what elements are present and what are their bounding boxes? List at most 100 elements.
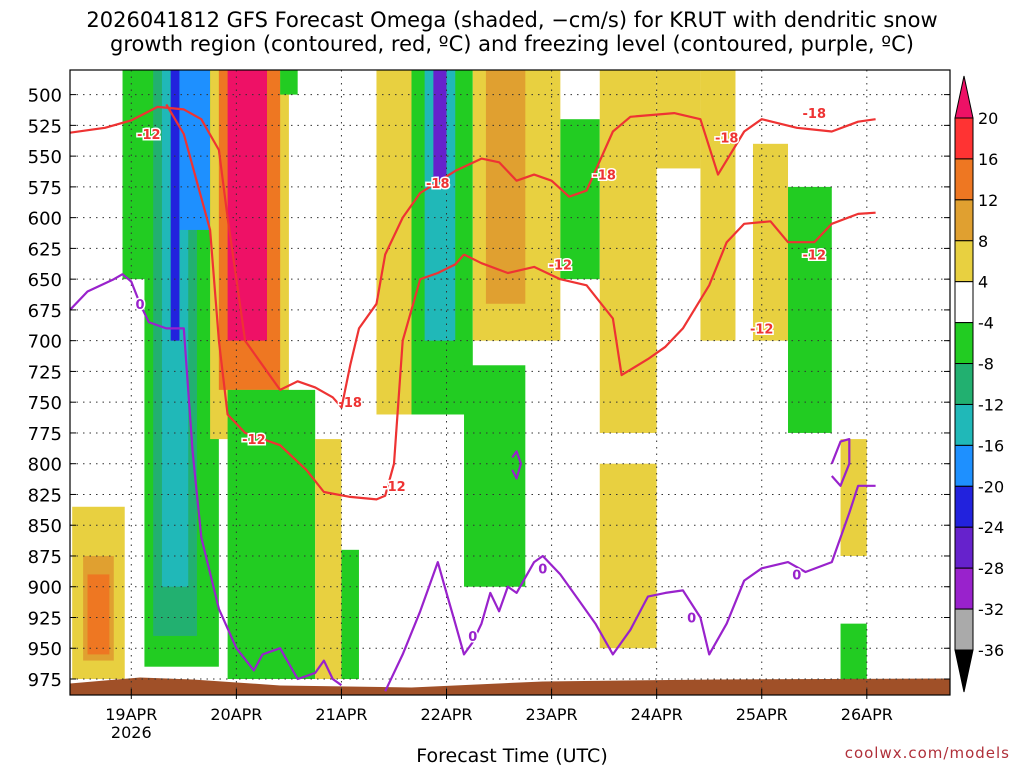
- omega-cell-12: [227, 389, 316, 680]
- x-tick-label-23APR: 23APR: [526, 705, 578, 724]
- colorbar-label-0: 20: [978, 109, 998, 128]
- y-tick-label-750: 750: [28, 393, 62, 414]
- omega-cell-8: [179, 70, 211, 230]
- omega-cell-13: [280, 70, 298, 95]
- x-axis-title: Forecast Time (UTC): [416, 745, 608, 767]
- contour-label-1-0: -12: [137, 128, 161, 143]
- contour-line-4: [70, 273, 343, 687]
- colorbar-swatch-8: [954, 403, 974, 446]
- y-tick-label-875: 875: [28, 547, 62, 568]
- contour-label-3-0: -12: [549, 258, 573, 273]
- x-tick-label-21APR: 21APR: [315, 705, 367, 724]
- x-tick-label-19APR: 19APR: [105, 705, 157, 724]
- y-tick-label-725: 725: [28, 362, 62, 383]
- omega-cell-26: [656, 70, 701, 169]
- omega-cell-14: [315, 439, 342, 680]
- contour-label-5-3: 0: [792, 568, 801, 583]
- credit-text: coolwx.com/models: [844, 744, 1010, 762]
- y-tick-label-650: 650: [28, 270, 62, 291]
- contour-label-4-0: 0: [136, 298, 145, 313]
- omega-cell-31: [840, 623, 867, 680]
- contour-line-2: [340, 112, 876, 409]
- y-tick-label-675: 675: [28, 301, 62, 322]
- colorbar-label-10: -24: [978, 518, 1004, 537]
- x-tick-label-26APR: 26APR: [841, 705, 893, 724]
- colorbar-swatch-1: [954, 117, 974, 160]
- omega-cell-11: [227, 70, 268, 341]
- x-tick-label-22APR: 22APR: [420, 705, 472, 724]
- contour-line-5: [384, 484, 876, 692]
- colorbar-label-9: -20: [978, 477, 1004, 496]
- omega-cell-25: [599, 463, 657, 649]
- omega-cell-2: [87, 574, 110, 655]
- y-tick-label-850: 850: [28, 516, 62, 537]
- y-tick-label-900: 900: [28, 578, 62, 599]
- colorbar-label-1: 16: [978, 150, 998, 169]
- contour-label-5-1: 0: [538, 562, 547, 577]
- y-tick-label-525: 525: [28, 116, 62, 137]
- colorbar-swatch-10: [954, 485, 974, 528]
- title-line-1: 2026041812 GFS Forecast Omega (shaded, −…: [86, 8, 938, 32]
- colorbar-label-5: -4: [978, 314, 994, 333]
- x-tick-sublabel: 2026: [111, 723, 152, 742]
- y-tick-label-550: 550: [28, 147, 62, 168]
- contour-label-3-2: -12: [803, 249, 827, 264]
- contour-label-2-3: -18: [803, 107, 827, 122]
- y-tick-label-825: 825: [28, 485, 62, 506]
- y-tick-label-925: 925: [28, 608, 62, 629]
- omega-cell-7: [170, 70, 180, 341]
- omega-cell-24: [599, 70, 657, 433]
- omega-cell-28: [752, 143, 789, 341]
- x-tick-label-24APR: 24APR: [631, 705, 683, 724]
- colorbar-swatch-2: [954, 158, 974, 201]
- chart-title: 2026041812 GFS Forecast Omega (shaded, −…: [0, 8, 1024, 56]
- y-tick-label-575: 575: [28, 178, 62, 199]
- colorbar-swatch-7: [954, 363, 974, 405]
- contour-line-7: [511, 450, 522, 480]
- colorbar-label-11: -28: [978, 559, 1004, 578]
- colorbar-label-3: 8: [978, 232, 988, 251]
- colorbar-swatch-9: [954, 444, 974, 487]
- colorbar-swatch-6: [954, 322, 974, 365]
- omega-cell-15: [341, 549, 359, 680]
- omega-shading: [72, 70, 867, 680]
- colorbar-swatch-13: [954, 608, 974, 651]
- contour-line-1: [165, 103, 465, 501]
- contour-line-6: [830, 438, 851, 487]
- y-axis: 500 525 550 575 600 625 650 675 700 725 750 775 800 8…: [28, 86, 950, 691]
- omega-cell-23: [560, 119, 600, 280]
- contour-label-5-0: 0: [468, 630, 477, 645]
- omega-cell-19: [433, 70, 447, 181]
- y-tick-label-800: 800: [28, 455, 62, 476]
- colorbar-top-arrow: [954, 75, 974, 119]
- y-tick-label-500: 500: [28, 86, 62, 107]
- colorbar-label-12: -32: [978, 600, 1004, 619]
- y-tick-label-700: 700: [28, 332, 62, 353]
- omega-cell-27: [700, 70, 736, 341]
- colorbar-label-4: 4: [978, 273, 988, 292]
- colorbar-label-2: 12: [978, 191, 998, 210]
- x-tick-label-20APR: 20APR: [210, 705, 262, 724]
- contour-label-1-1: -12: [242, 433, 266, 448]
- y-tick-label-975: 975: [28, 670, 62, 691]
- colorbar-bottom-arrow: [954, 649, 974, 693]
- colorbar-swatch-5: [954, 281, 974, 324]
- colorbar-label-13: -36: [978, 641, 1004, 660]
- colorbar-label-8: -16: [978, 436, 1004, 455]
- colorbar-swatch-3: [954, 199, 974, 242]
- colorbar-label-6: -8: [978, 355, 994, 374]
- contour-line-0: [70, 105, 343, 408]
- colorbar: 20 16 12 8 4 -4 -8 -12 -16 -20 -24 -28 -32 -36: [954, 75, 1004, 693]
- y-tick-label-600: 600: [28, 209, 62, 230]
- y-tick-label-950: 950: [28, 639, 62, 660]
- colorbar-swatch-4: [954, 240, 974, 283]
- contour-label-2-0: -18: [426, 177, 450, 192]
- terrain-fill: [70, 677, 950, 695]
- colorbar-swatch-12: [954, 567, 974, 610]
- contour-label-2-2: -18: [715, 132, 739, 147]
- contour-label-3-1: -12: [750, 322, 774, 337]
- contour-label-2-1: -18: [592, 169, 616, 184]
